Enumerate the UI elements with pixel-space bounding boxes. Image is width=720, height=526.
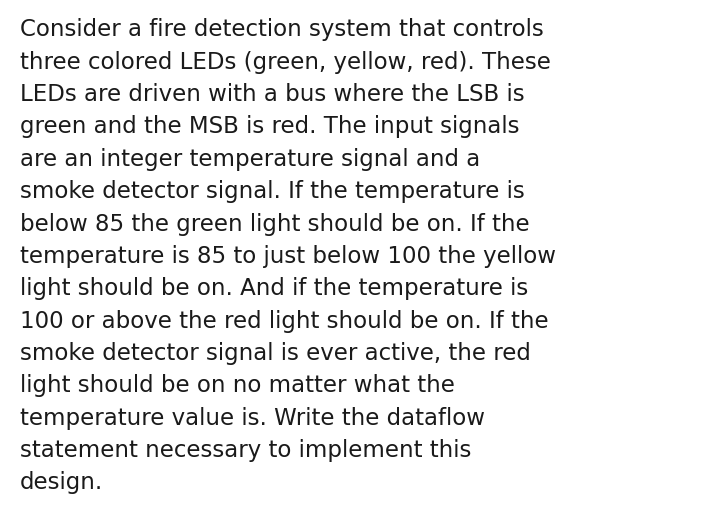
Text: Consider a fire detection system that controls
three colored LEDs (green, yellow: Consider a fire detection system that co…	[20, 18, 556, 494]
